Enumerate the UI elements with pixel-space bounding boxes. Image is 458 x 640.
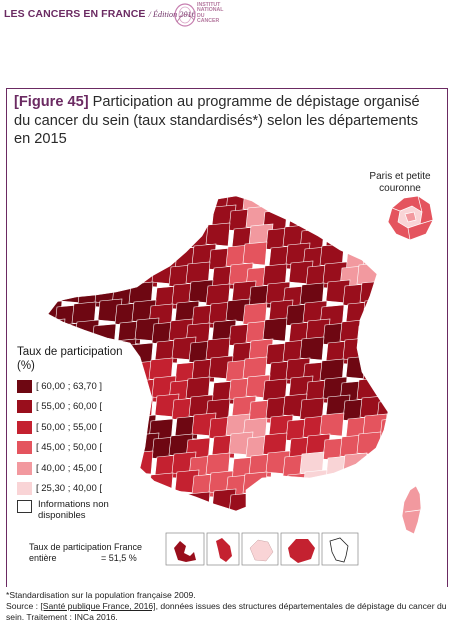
figure-frame: [6, 88, 448, 587]
legend-no-data: Informations non disponibles: [17, 499, 138, 521]
publication-title: LES CANCERS EN FRANCE / Édition 2016: [4, 8, 196, 20]
source-link[interactable]: [Santé publique France, 2016]: [40, 600, 156, 611]
legend-item: [ 25,30 ; 40,00 [: [17, 481, 102, 497]
no-data-swatch: [17, 500, 32, 513]
page-header: LES CANCERS EN FRANCE / Édition 2016 INS…: [0, 0, 458, 30]
inca-logo-icon: [174, 3, 196, 27]
legend-swatch: [17, 461, 32, 475]
legend-label: [ 25,30 ; 40,00 [: [36, 483, 103, 494]
legend-title: Taux de participation (%): [17, 346, 123, 372]
legend-swatch: [17, 379, 32, 393]
paris-inset-label: Paris et petite couronne: [369, 171, 431, 194]
legend-item: [ 55,00 ; 60,00 [: [17, 399, 102, 415]
legend-label: [ 40,00 ; 45,00 [: [36, 462, 103, 474]
legend-item: [ 50,00 ; 55,00 [: [17, 419, 102, 435]
footnote: *Standardisation sur la population franç…: [6, 590, 452, 622]
publication-title-bold: LES CANCERS: [4, 8, 81, 20]
source-rest: , données issues des structures départem…: [6, 600, 447, 622]
logo-text: INSTITUT NATIONAL DU CANCER: [197, 2, 224, 25]
legend-swatch: [17, 420, 32, 434]
source-prefix: Source :: [6, 600, 41, 611]
legend-label: [ 55,00 ; 60,00 [: [36, 401, 103, 412]
national-rate: Taux de participation France entière = 5…: [29, 542, 149, 563]
national-rate-label: Taux de participation France entière: [29, 542, 143, 563]
legend-label: [ 60,00 ; 63,70 ]: [36, 380, 103, 392]
figure-label: [Figure 45]: [14, 94, 89, 110]
no-data-label: Informations non disponibles: [38, 499, 109, 521]
publication-title-rest: EN FRANCE: [80, 8, 146, 20]
edition-label: / Édition 2016: [148, 10, 196, 19]
legend-swatch: [17, 441, 32, 454]
legend-item: [ 60,00 ; 63,70 ]: [17, 378, 102, 394]
legend-swatch: [17, 400, 32, 413]
national-rate-value: = 51,5 %: [101, 552, 137, 563]
legend-label: [ 50,00 ; 55,00 [: [36, 421, 103, 433]
legend-swatch: [17, 482, 32, 495]
legend-item: [ 40,00 ; 45,00 [: [17, 460, 102, 476]
footnote-standardisation: *Standardisation sur la population franç…: [6, 590, 196, 600]
figure-title: [Figure 45] Participation au programme d…: [14, 93, 434, 149]
legend-label: [ 45,00 ; 50,00 [: [36, 442, 103, 453]
figure-title-text: Participation au programme de dépistage …: [14, 94, 420, 148]
footnote-source: Source : [Santé publique France, 2016], …: [6, 601, 452, 623]
legend-item: [ 45,00 ; 50,00 [: [17, 440, 102, 456]
